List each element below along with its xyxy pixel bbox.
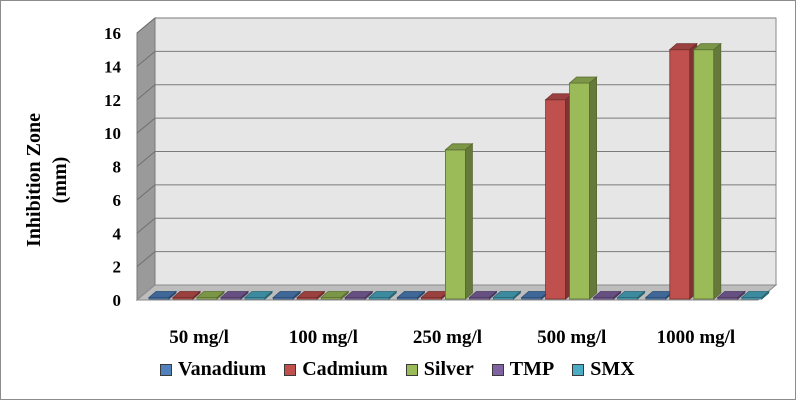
bar — [668, 42, 698, 300]
bar-side — [340, 290, 349, 300]
gridline-side — [136, 251, 156, 268]
legend-swatch — [572, 363, 585, 376]
bar — [444, 142, 474, 300]
bar-side — [513, 290, 521, 300]
y-tick-label: 0 — [113, 291, 122, 310]
bar-side — [292, 290, 301, 300]
gridline-side — [136, 50, 156, 67]
legend-item: TMP — [491, 358, 555, 381]
bar-side — [416, 290, 425, 300]
y-tick-label: 10 — [104, 124, 121, 143]
y-tick-label: 6 — [113, 191, 122, 210]
bar — [692, 42, 722, 300]
gridline-side — [136, 84, 156, 101]
bar-side — [316, 290, 325, 300]
x-category-label: 250 mg/l — [413, 327, 482, 348]
x-category-label: 500 mg/l — [537, 327, 606, 348]
bar — [368, 290, 398, 300]
bar — [171, 290, 202, 300]
bar-side — [637, 290, 645, 300]
bar-front — [545, 99, 566, 300]
legend-swatch — [405, 363, 418, 376]
bars — [147, 42, 770, 300]
bar — [219, 290, 250, 300]
bar — [272, 290, 302, 300]
bar-side — [364, 290, 373, 300]
legend-swatch — [491, 363, 504, 376]
bar-front — [693, 49, 715, 300]
bar — [592, 290, 622, 300]
bar — [147, 290, 178, 300]
bar-side — [240, 290, 249, 300]
gridline-side — [136, 17, 156, 34]
legend-label: SMX — [590, 358, 635, 380]
bar — [320, 290, 350, 300]
gridline-side — [136, 184, 156, 201]
bar-side — [192, 290, 201, 300]
bar-front — [569, 82, 590, 300]
y-tick-label: 12 — [104, 91, 121, 110]
x-category-label: 50 mg/l — [169, 327, 229, 348]
legend-item: Cadmium — [284, 358, 388, 381]
gridline-side — [136, 217, 156, 234]
bar-side — [264, 290, 273, 300]
bar-side — [589, 76, 597, 300]
legend-item: Silver — [405, 358, 474, 381]
legend-label: Cadmium — [302, 358, 388, 380]
x-category-label: 100 mg/l — [289, 327, 358, 348]
bar-side — [713, 42, 722, 300]
bar-front — [444, 149, 466, 300]
y-tick-label: 14 — [104, 57, 122, 76]
legend-swatch — [160, 363, 172, 376]
bar-side — [737, 290, 746, 300]
y-tick-label: 8 — [113, 158, 122, 177]
bar-side — [761, 290, 770, 300]
bar — [716, 290, 746, 300]
bar — [568, 76, 598, 300]
y-axis-label-line2: (mm) — [49, 157, 71, 204]
gridline-side — [136, 117, 156, 134]
bar-side — [216, 290, 225, 300]
legend-label: Vanadium — [178, 358, 267, 380]
legend-item: SMX — [572, 358, 635, 381]
bar-side — [168, 290, 177, 300]
y-axis-ticks: 0 2 4 6 8 10 12 14 16 — [104, 24, 122, 310]
bar-side — [388, 290, 397, 300]
gridline-side — [136, 151, 156, 167]
bar-front — [669, 49, 691, 300]
bar-side — [613, 290, 621, 300]
bar — [468, 290, 498, 300]
bar — [544, 92, 574, 300]
y-tick-label: 4 — [113, 224, 122, 243]
bar — [243, 290, 274, 300]
legend: Vanadium Cadmium Silver TMP SMX — [160, 358, 653, 381]
bar-side — [488, 290, 497, 300]
bar — [396, 290, 426, 300]
x-axis-categories: 50 mg/l 100 mg/l 250 mg/l 500 mg/l 1000 mg/l — [169, 327, 735, 348]
bar — [616, 290, 646, 300]
bar — [740, 290, 770, 300]
legend-swatch — [284, 363, 297, 376]
legend-item: Vanadium — [160, 358, 266, 381]
legend-label: Silver — [423, 358, 474, 380]
x-category-label: 1000 mg/l — [657, 327, 736, 348]
y-tick-label: 2 — [113, 258, 122, 277]
bar — [344, 290, 374, 300]
y-axis-label-line1: Inhibition Zone — [23, 113, 45, 247]
bar — [296, 290, 326, 300]
bar — [195, 290, 226, 300]
legend-label: TMP — [509, 358, 555, 380]
y-tick-label: 16 — [104, 24, 121, 43]
bar — [492, 290, 522, 300]
bar-side — [464, 142, 473, 300]
